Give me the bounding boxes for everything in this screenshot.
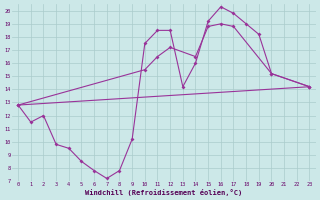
X-axis label: Windchill (Refroidissement éolien,°C): Windchill (Refroidissement éolien,°C) xyxy=(85,189,243,196)
